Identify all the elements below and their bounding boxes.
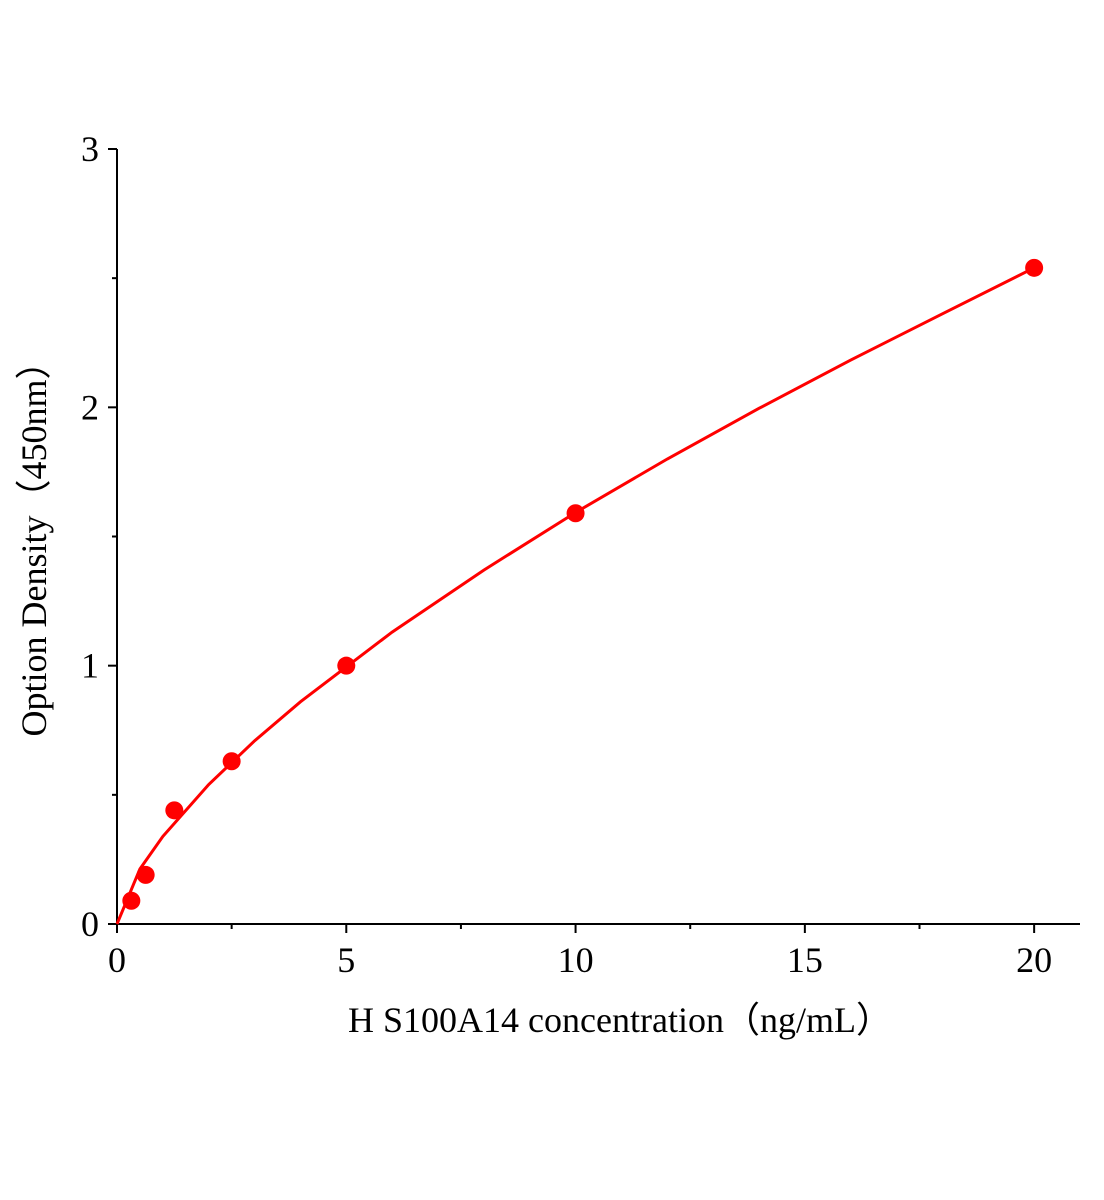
x-tick-label: 10 — [558, 940, 594, 980]
data-point — [122, 891, 141, 910]
x-tick-label: 20 — [1016, 940, 1052, 980]
y-tick-label: 0 — [81, 904, 99, 944]
x-axis-label: H S100A14 concentration（ng/mL） — [348, 1000, 892, 1040]
data-point — [136, 865, 155, 884]
data-point — [337, 656, 356, 675]
x-tick-label: 5 — [337, 940, 355, 980]
y-tick-label: 3 — [81, 129, 99, 169]
y-tick-label: 2 — [81, 387, 99, 427]
data-point — [165, 801, 184, 820]
y-tick-label: 1 — [81, 646, 99, 686]
x-tick-label: 0 — [108, 940, 126, 980]
fit-curve — [115, 266, 1035, 925]
x-tick-label: 15 — [787, 940, 823, 980]
data-point — [222, 752, 241, 771]
data-point — [566, 504, 585, 523]
y-axis-label: Option Density（450nm） — [14, 344, 54, 737]
data-point — [1025, 258, 1044, 277]
